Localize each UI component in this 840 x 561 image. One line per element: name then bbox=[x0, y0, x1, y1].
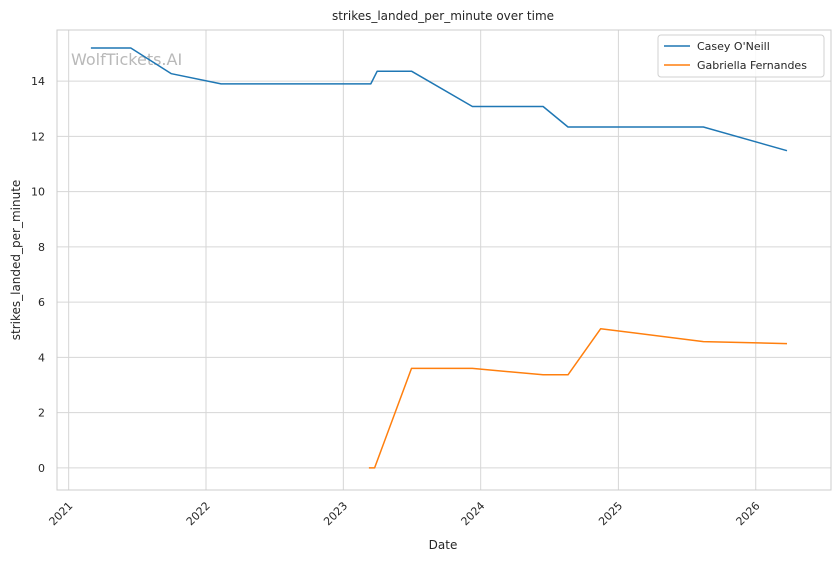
series-line bbox=[368, 327, 788, 469]
y-axis-title: strikes_landed_per_minute bbox=[9, 180, 23, 341]
series-line bbox=[90, 47, 788, 152]
y-tick-label: 10 bbox=[31, 186, 45, 199]
y-tick-label: 0 bbox=[38, 462, 45, 475]
series-lines bbox=[90, 47, 788, 469]
x-tick-label: 2024 bbox=[459, 499, 488, 528]
y-axis-ticks: 0 2 4 6 8 10 12 14 bbox=[31, 75, 45, 475]
chart-title: strikes_landed_per_minute over time bbox=[332, 9, 554, 23]
y-tick-label: 8 bbox=[38, 241, 45, 254]
x-tick-label: 2026 bbox=[734, 499, 763, 528]
plot-area-frame bbox=[56, 29, 832, 491]
y-tick-label: 12 bbox=[31, 130, 45, 143]
x-axis-ticks: 2021 2022 2023 2024 2025 2026 bbox=[47, 499, 763, 528]
y-tick-label: 4 bbox=[38, 351, 45, 364]
x-tick-label: 2025 bbox=[596, 499, 625, 528]
legend-box bbox=[657, 34, 825, 78]
watermark: WolfTickets.AI bbox=[71, 50, 182, 69]
grid bbox=[57, 30, 831, 490]
legend: Casey O'Neill Gabriella Fernandes bbox=[657, 34, 825, 78]
x-tick-label: 2021 bbox=[47, 499, 76, 528]
legend-label: Gabriella Fernandes bbox=[697, 59, 807, 72]
y-tick-label: 14 bbox=[31, 75, 45, 88]
y-tick-label: 2 bbox=[38, 407, 45, 420]
x-tick-label: 2023 bbox=[321, 499, 350, 528]
x-tick-label: 2022 bbox=[184, 499, 213, 528]
x-axis-title: Date bbox=[429, 538, 458, 552]
y-tick-label: 6 bbox=[38, 296, 45, 309]
legend-label: Casey O'Neill bbox=[697, 40, 770, 53]
